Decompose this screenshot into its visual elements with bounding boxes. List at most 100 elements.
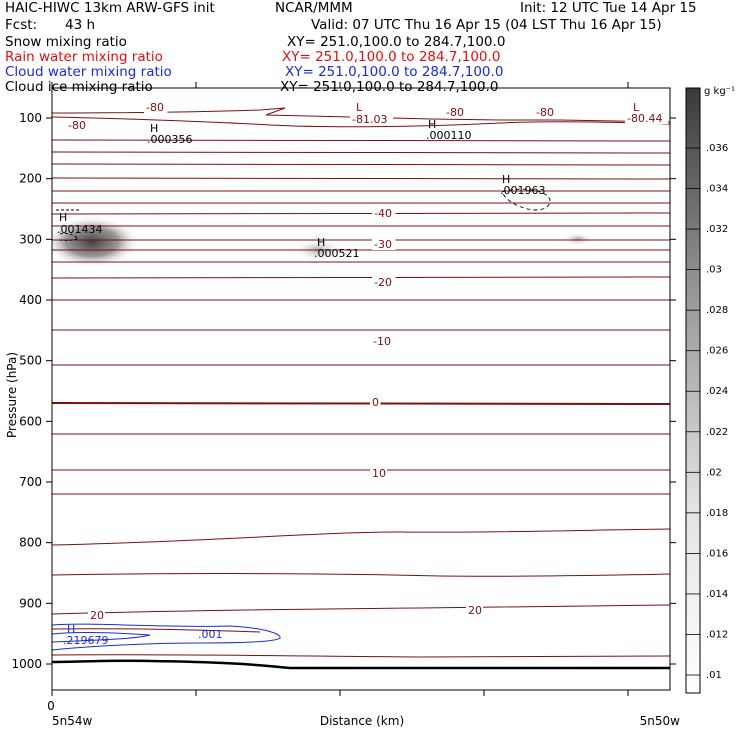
field-name-cloud-ice: Cloud ice mixing ratio — [5, 79, 153, 95]
x-right-endpoint: 5n50w — [640, 714, 681, 728]
extrema-markers: H .000356 H .000110 H .001963 H .001434 … — [57, 101, 640, 647]
cloud-ice-contour-right — [501, 188, 551, 211]
y-tick-label-100: 100 — [19, 111, 42, 125]
temperature-isotherms — [52, 107, 670, 658]
extrema-h-1: H — [150, 122, 158, 135]
extrema-h-3: H — [502, 173, 510, 186]
snow-blob-main — [52, 216, 140, 268]
x-tick-zero: 0 — [47, 699, 55, 713]
colorbar-tick-label-9: .018 — [706, 508, 728, 519]
plot-title: HAIC-HIWC 13km ARW-GFS init — [5, 0, 215, 16]
colorbar-tick-label-11: .014 — [706, 589, 728, 600]
isotherm-label-bg-4 — [625, 113, 668, 124]
isotherm-line-8 — [52, 212, 670, 215]
isotherm-label-bg-1 — [350, 114, 393, 125]
isotherm-label-3: -80 — [536, 106, 554, 119]
colorbar-ticks: .036 .034 .032 .03 .028 .026 .024 .022 .02 .018 .0… — [686, 143, 728, 681]
institution-label: NCAR/MMM — [275, 0, 353, 16]
isotherm-label-11: 10 — [372, 467, 386, 480]
y-tick-label-1000: 1000 — [11, 657, 42, 671]
isotherm-line-23 — [52, 604, 670, 615]
isotherm-line-25 — [52, 654, 670, 658]
y-tick-label-300: 300 — [19, 232, 42, 246]
valid-time: Valid: 07 UTC Thu 16 Apr 15 (04 LST Thu … — [311, 17, 662, 33]
extrema-l-1: L — [356, 101, 363, 114]
cloud-water-contour-label: .001 — [198, 628, 223, 641]
field-name-rain: Rain water mixing ratio — [5, 49, 163, 65]
x-axis-label: Distance (km) — [320, 714, 404, 728]
isotherm-label-bg-6 — [372, 208, 396, 219]
colorbar-tick-label-1: .034 — [706, 184, 728, 195]
extrema-l-2: L — [633, 101, 640, 114]
extrema-value-3: .001963 — [500, 184, 546, 197]
colorbar-tick-label-8: .02 — [706, 467, 722, 478]
isotherm-label-bg-12 — [466, 605, 483, 616]
field-xy-snow: XY= 251.0,100.0 to 284.7,100.0 — [287, 34, 506, 50]
forecast-label: Fcst: — [5, 17, 38, 33]
colorbar-tick-label-4: .028 — [706, 305, 728, 316]
isotherm-line-2 — [52, 138, 670, 142]
isotherm-line-5 — [52, 177, 670, 180]
isotherm-label-5: -80 — [68, 119, 86, 132]
isotherm-line-13 — [52, 276, 670, 279]
colorbar-unit: g kg⁻¹ — [704, 86, 735, 97]
isotherm-label-10: 0 — [372, 396, 379, 409]
isotherm-label-bg-13 — [88, 610, 105, 621]
cloud-water-contour-outer — [52, 623, 281, 651]
isotherm-line-17 — [52, 402, 670, 405]
extrema-h-4: H — [59, 211, 67, 224]
isotherm-line-1 — [52, 116, 670, 128]
isotherm-line-0 — [52, 107, 670, 123]
isotherm-line-3 — [52, 151, 670, 154]
field-name-cloud-water: Cloud water mixing ratio — [5, 64, 172, 80]
isotherm-label-2: -80 — [446, 106, 464, 119]
isotherm-label-bg-8 — [372, 277, 396, 288]
isotherm-label-7: -30 — [374, 238, 392, 251]
isotherm-label-1: -81.03 — [352, 113, 387, 126]
colorbar-tick-label-2: .032 — [706, 224, 728, 235]
colorbar-tick-label-6: .024 — [706, 386, 728, 397]
isotherm-line-4 — [52, 163, 670, 166]
colorbar-tick-label-7: .022 — [706, 427, 728, 438]
y-tick-label-900: 900 — [19, 596, 42, 610]
extrema-value-6: .219679 — [63, 634, 109, 647]
extrema-value-4: .001434 — [57, 223, 103, 236]
extrema-h-2: H — [428, 118, 436, 131]
colorbar-tick-label-3: .03 — [706, 265, 722, 276]
isotherm-label-bg-9 — [371, 336, 395, 347]
extrema-h-6: H — [67, 623, 75, 636]
init-time: Init: 12 UTC Tue 14 Apr 15 — [520, 0, 697, 16]
isotherm-label-bg-0 — [144, 102, 168, 113]
isotherm-label-0: -80 — [146, 101, 164, 114]
cloud-water-contours — [52, 623, 281, 651]
isotherm-label-bg-11 — [370, 468, 387, 479]
y-axis-label: Pressure (hPa) — [5, 352, 19, 438]
y-tick-label-200: 200 — [19, 172, 42, 186]
field-xy-rain: XY= 251.0,100.0 to 284.7,100.0 — [282, 49, 501, 65]
isotherm-label-bg-2 — [444, 107, 468, 118]
isotherm-label-bg-10 — [370, 397, 381, 408]
colorbar-tick-label-12: .012 — [706, 629, 728, 640]
colorbar-tick-label-5: .026 — [706, 346, 728, 357]
isotherm-label-bg-5 — [66, 120, 90, 131]
colorbar: .036 .034 .032 .03 .028 .026 .024 .022 .02 .018 .0… — [685, 86, 735, 694]
forecast-hour: 43 h — [65, 17, 96, 33]
isotherm-line-21 — [52, 528, 670, 546]
isotherm-label-6: -40 — [374, 207, 392, 220]
colorbar-tick-label-13: .01 — [706, 670, 722, 681]
isotherm-label-13: 20 — [90, 609, 104, 622]
isotherm-line-22 — [52, 573, 670, 577]
colorbar-gradient — [685, 87, 701, 694]
isotherm-line-24 — [52, 628, 261, 633]
isotherm-label-12: 20 — [468, 604, 482, 617]
y-tick-label-800: 800 — [19, 536, 42, 550]
isotherm-label-4: -80.44 — [627, 112, 662, 125]
isotherm-label-9: -10 — [373, 335, 391, 348]
y-tick-label-600: 600 — [19, 414, 42, 428]
cloud-ice-contour-left — [59, 232, 79, 241]
isotherm-label-bg-7 — [372, 239, 396, 250]
field-name-snow: Snow mixing ratio — [5, 34, 127, 50]
colorbar-tick-label-0: .036 — [706, 143, 728, 154]
cloud-water-contour-inner — [52, 631, 151, 643]
